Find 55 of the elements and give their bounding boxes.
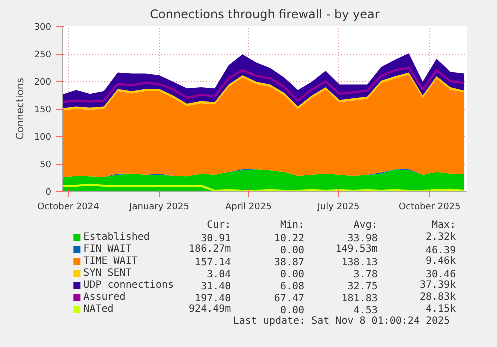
legend-label: TIME_WAIT <box>84 256 138 267</box>
text: 30.46 <box>426 270 456 280</box>
text: 32.75 <box>348 282 378 292</box>
text: 46.39 <box>426 246 456 256</box>
y-tick-label: 300 <box>34 23 52 33</box>
text: 6.08 <box>280 282 305 292</box>
text: Max: <box>432 220 456 231</box>
legend-label: Established <box>84 232 150 243</box>
y-tick-label: 0 <box>46 188 52 198</box>
text: 3.04 <box>207 270 232 280</box>
legend-label: UDP connections <box>84 280 174 291</box>
y-tick-label: 250 <box>34 50 52 60</box>
legend-label: Assured <box>84 292 126 303</box>
text: 149.53m <box>336 244 378 255</box>
text: 38.87 <box>274 258 305 268</box>
text: 0.00 <box>280 270 305 280</box>
text: 186.27m <box>189 244 232 255</box>
text: 3.78 <box>354 270 378 280</box>
y-tick-label: 150 <box>34 106 52 116</box>
text: Cur: <box>207 220 232 231</box>
text: 67.47 <box>274 294 305 304</box>
x-tick-label: July 2025 <box>316 202 360 212</box>
x-tick-label: October 2024 <box>38 202 100 212</box>
text: 9.46k <box>426 256 456 267</box>
y-tick-label: 50 <box>40 160 52 170</box>
text: 0.00 <box>280 306 305 316</box>
text: Min: <box>280 220 305 231</box>
legend-label: FIN_WAIT <box>84 244 132 255</box>
x-tick-label: April 2025 <box>225 202 272 212</box>
text: 4.53 <box>354 306 378 316</box>
text: 197.40 <box>195 294 232 304</box>
x-tick-label: January 2025 <box>128 202 190 212</box>
text: 10.22 <box>274 234 305 244</box>
text: 181.83 <box>342 294 378 304</box>
legend-label: NATed <box>84 304 114 315</box>
text: 37.39k <box>420 280 456 291</box>
chart-title: Connections through firewall - by year <box>150 8 380 22</box>
y-axis-title: Connections <box>15 78 26 140</box>
y-tick-label: 100 <box>34 133 52 143</box>
text: 0.00 <box>280 246 305 256</box>
line-series <box>62 66 466 104</box>
x-tick-label: October 2025 <box>398 202 461 212</box>
text: 30.91 <box>201 234 232 244</box>
text: 31.40 <box>201 282 232 292</box>
text: Last update: Sat Nov 8 01:00:24 2025 <box>233 316 450 327</box>
text: 138.13 <box>342 258 378 268</box>
text: 28.83k <box>420 292 456 303</box>
y-tick-label: 200 <box>34 78 52 88</box>
text: 4.15k <box>426 304 456 315</box>
text: 2.32k <box>426 232 456 243</box>
legend-label: SYN_SENT <box>84 268 132 279</box>
text: 33.98 <box>348 234 378 244</box>
text: Avg: <box>354 220 378 231</box>
text: 924.49m <box>189 304 232 315</box>
text: 157.14 <box>195 258 232 268</box>
